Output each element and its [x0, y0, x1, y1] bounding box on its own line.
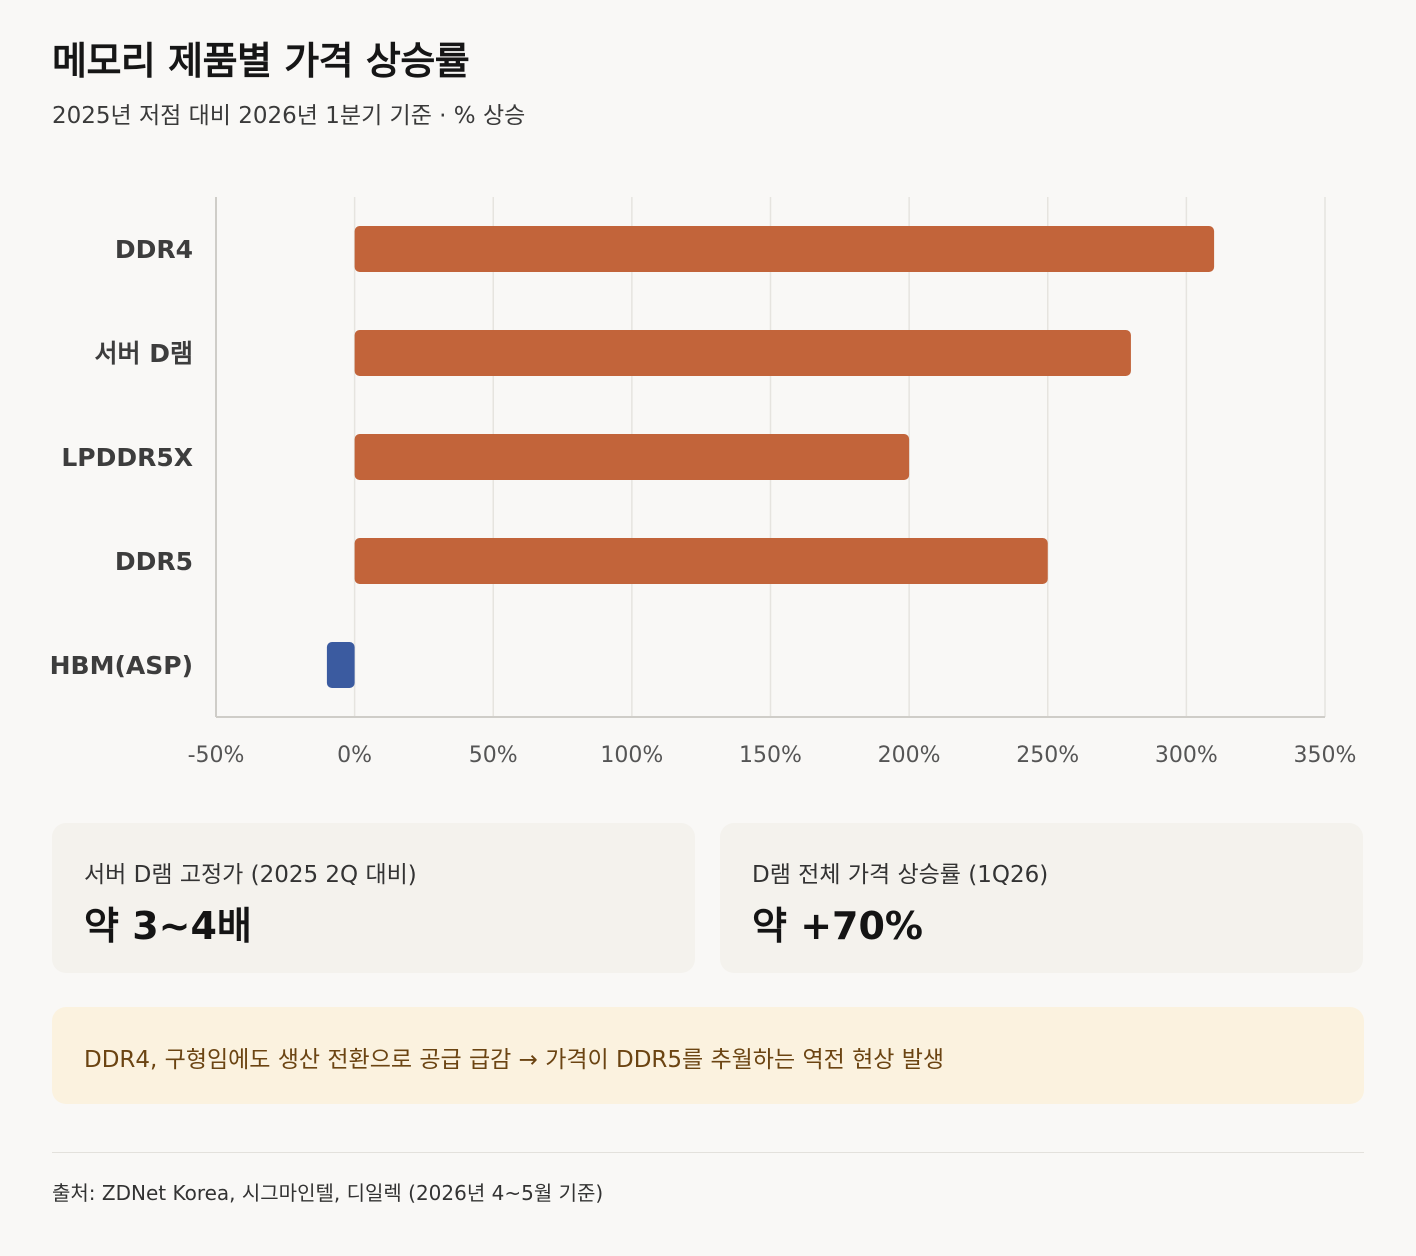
- bar-chart: DDR4 서버 D램 LPDDR5X DDR5 HBM(ASP) -50% 0% 50% 10…: [50, 197, 1357, 768]
- page-title: 메모리 제품별 가격 상승률: [52, 39, 470, 83]
- tick-label: 150%: [739, 743, 802, 768]
- category-label: DDR4: [115, 235, 193, 264]
- tick-label: 100%: [600, 743, 663, 768]
- chart-tick-labels: -50% 0% 50% 100% 150% 200% 250% 300% 350%: [188, 743, 1357, 768]
- stat-card-value: 약 3~4배: [84, 904, 252, 948]
- divider: [52, 1152, 1364, 1153]
- highlight-note: DDR4, 구형임에도 생산 전환으로 공급 급감 → 가격이 DDR5를 추월…: [52, 1007, 1364, 1104]
- category-label: DDR5: [115, 547, 193, 576]
- bar-1: [354, 330, 1131, 376]
- bar-0: [354, 226, 1215, 272]
- category-label: 서버 D램: [95, 339, 193, 368]
- chart-bars: [326, 226, 1215, 688]
- tick-label: 200%: [878, 743, 941, 768]
- bar-3: [354, 538, 1048, 584]
- page-subtitle: 2025년 저점 대비 2026년 1분기 기준 · % 상승: [52, 103, 526, 129]
- tick-label: 0%: [337, 743, 372, 768]
- tick-label: -50%: [188, 743, 245, 768]
- highlight-note-text: DDR4, 구형임에도 생산 전환으로 공급 급감 → 가격이 DDR5를 추월…: [84, 1047, 945, 1073]
- stat-card-label: D램 전체 가격 상승률 (1Q26): [752, 862, 1049, 888]
- stat-card-dram-total: D램 전체 가격 상승률 (1Q26) 약 +70%: [720, 823, 1363, 973]
- category-label: HBM(ASP): [50, 651, 193, 680]
- bar-2: [354, 434, 910, 480]
- chart-category-labels: DDR4 서버 D램 LPDDR5X DDR5 HBM(ASP): [50, 235, 193, 680]
- tick-label: 250%: [1016, 743, 1079, 768]
- stat-card-server-dram: 서버 D램 고정가 (2025 2Q 대비) 약 3~4배: [52, 823, 695, 973]
- category-label: LPDDR5X: [61, 443, 193, 472]
- stat-card-value: 약 +70%: [752, 904, 923, 948]
- source-text: 출처: ZDNet Korea, 시그마인텔, 디일렉 (2026년 4~5월 …: [52, 1181, 604, 1205]
- bar-4: [326, 642, 355, 688]
- tick-label: 50%: [469, 743, 518, 768]
- tick-label: 350%: [1294, 743, 1357, 768]
- tick-label: 300%: [1155, 743, 1218, 768]
- stat-card-label: 서버 D램 고정가 (2025 2Q 대비): [84, 862, 417, 888]
